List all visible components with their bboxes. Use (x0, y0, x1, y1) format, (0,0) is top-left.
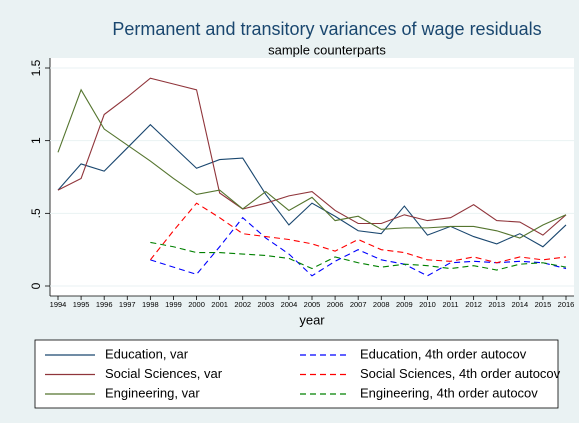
y-tick-label: 0 (29, 282, 43, 289)
x-tick-label: 2002 (234, 300, 251, 309)
series-line (57, 88, 567, 239)
x-tick-label: 2008 (373, 300, 390, 309)
legend-label: Social Sciences, 4th order autocov (360, 366, 561, 381)
series-line (149, 202, 567, 264)
x-tick-label: 2016 (558, 300, 575, 309)
x-tick-label: 1995 (73, 300, 90, 309)
x-tick-label: 2015 (535, 300, 552, 309)
x-tick-label: 2000 (188, 300, 205, 309)
legend (34, 339, 559, 409)
legend-label: Education, 4th order autocov (360, 346, 527, 361)
x-tick-label: 1998 (142, 300, 159, 309)
x-tick-label: 2012 (465, 300, 482, 309)
series-line (150, 241, 567, 271)
legend-label: Social Sciences, var (105, 366, 223, 381)
x-tick-label: 2004 (281, 300, 298, 309)
x-tick-label: 2003 (257, 300, 274, 309)
legend-label: Engineering, 4th order autocov (360, 385, 538, 400)
x-tick-label: 2007 (350, 300, 367, 309)
y-tick-label: .5 (29, 208, 43, 218)
plot-area (50, 58, 574, 296)
x-tick-label: 1994 (50, 300, 67, 309)
x-tick-label: 2006 (327, 300, 344, 309)
x-tick-label: 1999 (165, 300, 182, 309)
legend-label: Engineering, var (105, 385, 200, 400)
x-axis-label: year (299, 312, 325, 327)
x-tick-label: 2009 (396, 300, 413, 309)
y-tick-label: 1.5 (29, 59, 43, 76)
x-tick-label: 2010 (419, 300, 436, 309)
x-tick-label: 2005 (304, 300, 321, 309)
x-tick-label: 2014 (511, 300, 528, 309)
legend-label: Education, var (105, 346, 189, 361)
y-tick-label: 1 (29, 137, 43, 144)
series-line (57, 77, 567, 236)
series-line (57, 123, 567, 248)
x-tick-label: 2001 (211, 300, 228, 309)
x-tick-label: 2011 (442, 300, 458, 309)
x-tick-label: 1996 (96, 300, 113, 309)
chart-title: Permanent and transitory variances of wa… (112, 19, 541, 39)
x-tick-label: 2013 (488, 300, 505, 309)
chart-subtitle: sample counterparts (268, 42, 386, 57)
x-tick-label: 1997 (119, 300, 136, 309)
